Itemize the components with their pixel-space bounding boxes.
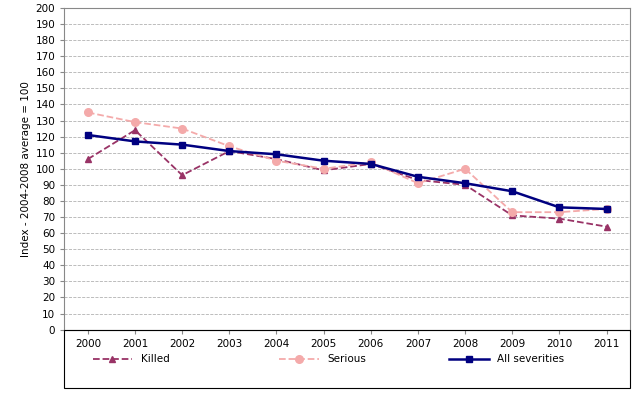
All severities bbox=[461, 181, 469, 186]
Serious bbox=[320, 166, 327, 171]
Killed bbox=[320, 168, 327, 173]
All severities bbox=[84, 133, 92, 137]
Serious bbox=[273, 158, 280, 163]
Text: Killed: Killed bbox=[141, 354, 170, 364]
Serious bbox=[461, 166, 469, 171]
Line: Serious: Serious bbox=[84, 109, 610, 216]
Killed bbox=[226, 148, 233, 153]
Serious bbox=[367, 160, 375, 165]
All severities bbox=[273, 152, 280, 157]
Y-axis label: Index - 2004-2008 average = 100: Index - 2004-2008 average = 100 bbox=[21, 81, 32, 257]
All severities bbox=[602, 207, 610, 211]
Killed bbox=[602, 224, 610, 229]
Serious bbox=[226, 144, 233, 148]
Serious bbox=[414, 181, 422, 186]
All severities bbox=[414, 174, 422, 179]
Serious bbox=[178, 126, 186, 131]
All severities bbox=[131, 139, 139, 144]
All severities bbox=[320, 158, 327, 163]
Killed bbox=[509, 213, 516, 218]
All severities bbox=[226, 148, 233, 153]
Text: Serious: Serious bbox=[327, 354, 367, 364]
Text: All severities: All severities bbox=[497, 354, 565, 364]
Line: Killed: Killed bbox=[84, 127, 610, 230]
Line: All severities: All severities bbox=[84, 131, 610, 212]
All severities bbox=[509, 189, 516, 194]
Serious bbox=[556, 210, 563, 215]
Killed bbox=[273, 157, 280, 162]
Serious bbox=[509, 210, 516, 215]
Killed bbox=[367, 162, 375, 166]
Killed bbox=[131, 128, 139, 133]
Killed bbox=[556, 216, 563, 221]
All severities bbox=[556, 205, 563, 210]
Killed bbox=[178, 173, 186, 177]
Serious bbox=[602, 207, 610, 211]
Killed bbox=[84, 157, 92, 162]
Killed bbox=[414, 178, 422, 183]
Serious bbox=[131, 120, 139, 124]
Killed bbox=[461, 183, 469, 187]
All severities bbox=[367, 162, 375, 166]
All severities bbox=[178, 142, 186, 147]
Serious bbox=[84, 110, 92, 115]
